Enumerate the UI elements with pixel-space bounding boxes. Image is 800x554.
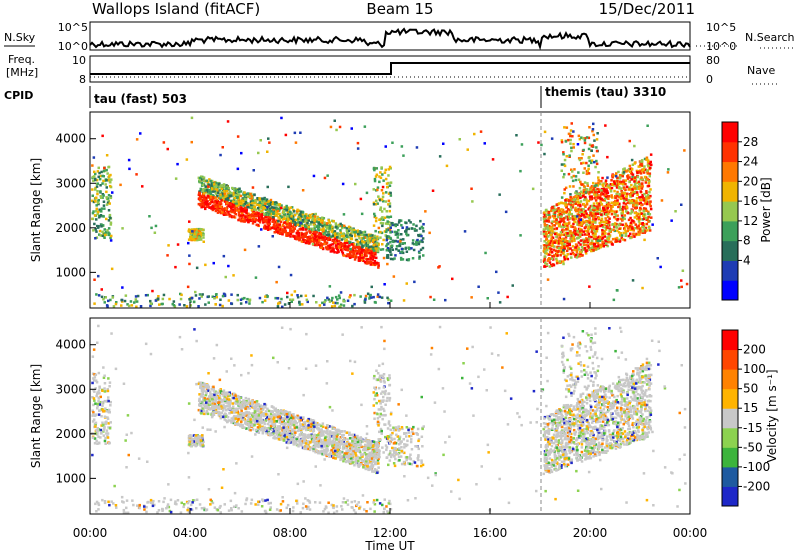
noise-right-tick-bottom: 10^0	[706, 40, 736, 53]
colorbar-swatch	[722, 369, 738, 390]
nave-right-label: Nave	[747, 64, 775, 77]
frequency-left-tick-bottom: 8	[79, 73, 86, 86]
colorbar-swatch	[722, 220, 738, 242]
y-tick-label: 3000	[55, 176, 86, 190]
velocity-colorbar-label: Velocity [m s⁻¹]	[765, 369, 779, 462]
frequency-line	[90, 62, 690, 75]
colorbar-swatch	[722, 408, 738, 429]
cpid-label: CPID	[4, 89, 33, 102]
colorbar-tick-label: 4	[743, 253, 751, 267]
colorbar-swatch	[722, 330, 738, 351]
x-axis-label: Time UT	[364, 539, 415, 553]
y-tick-label: 1000	[55, 265, 86, 279]
header-beam: Beam 15	[366, 0, 433, 18]
y-tick-label: 1000	[55, 471, 86, 485]
x-tick-label: 00:00	[673, 526, 708, 540]
colorbar-swatch	[722, 161, 738, 182]
colorbar-tick-label: 20	[743, 174, 758, 188]
velocity-y-ticks: 1000 2000 3000 4000	[55, 338, 96, 485]
power-data-points	[91, 116, 689, 309]
power-panel: 1000 2000 3000 4000 Slant Range [km] 28 24 20…	[29, 111, 773, 309]
colorbar-swatch	[722, 280, 738, 301]
colorbar-swatch	[722, 201, 738, 222]
colorbar-tick-label: 12	[743, 214, 758, 228]
colorbar-tick-label: 15	[743, 401, 758, 415]
x-tick-label: 08:00	[273, 526, 308, 540]
colorbar-swatch	[722, 466, 738, 487]
colorbar-swatch	[722, 240, 738, 261]
header-date: 15/Dec/2011	[599, 0, 695, 18]
colorbar-tick-label: -100	[743, 460, 770, 474]
noise-strip: N.Sky 10^5 10^0 10^5 10^0 N.Search	[4, 21, 795, 53]
colorbar-tick-label: 24	[743, 155, 758, 169]
colorbar-tick-label: 200	[743, 343, 766, 357]
nave-right-tick-top: 80	[706, 54, 720, 67]
colorbar-tick-label: 50	[743, 382, 758, 396]
velocity-panel: 1000 2000 3000 4000 Slant Range [km] 200 100…	[29, 317, 779, 515]
noise-sky-line	[89, 27, 691, 51]
velocity-data-points	[91, 324, 687, 515]
colorbar-swatch	[722, 260, 738, 281]
power-colorbar-label: Power [dB]	[759, 177, 773, 242]
colorbar-tick-label: 100	[743, 362, 766, 376]
y-tick-label: 3000	[55, 382, 86, 396]
header-site: Wallops Island (fitACF)	[92, 0, 260, 18]
noise-left-label: N.Sky	[4, 31, 36, 44]
colorbar-tick-label: -200	[743, 479, 770, 493]
noise-left-tick-top: 10^5	[58, 21, 88, 34]
colorbar-swatch	[722, 388, 738, 409]
colorbar-tick-label: 16	[743, 194, 758, 208]
colorbar-tick-label: 8	[743, 234, 751, 248]
y-tick-label: 4000	[55, 338, 86, 352]
colorbar-tick-label: -50	[743, 440, 763, 454]
frequency-left-tick-top: 10	[72, 54, 86, 67]
frequency-label-2: [MHz]	[6, 66, 38, 79]
y-tick-label: 2000	[55, 221, 86, 235]
x-tick-label: 04:00	[173, 526, 208, 540]
noise-left-tick-bottom: 10^0	[58, 40, 88, 53]
x-tick-label: 00:00	[73, 526, 108, 540]
colorbar-swatch	[722, 486, 738, 507]
x-tick-label: 16:00	[473, 526, 508, 540]
noise-right-label: N.Search	[745, 31, 795, 44]
cpid-mode-2: themis (tau) 3310	[545, 85, 666, 99]
cpid-strip: CPID tau (fast) 503 themis (tau) 3310	[4, 85, 666, 108]
colorbar-swatch	[722, 447, 738, 468]
colorbar-swatch	[722, 141, 738, 163]
colorbar-tick-label: 28	[743, 135, 758, 149]
x-axis-ticks: 00:00 04:00 08:00 12:00 16:00 20:00 00:00	[73, 302, 708, 540]
colorbar-swatch	[722, 181, 738, 202]
noise-right-tick-top: 10^5	[706, 21, 736, 34]
velocity-ylabel: Slant Range [km]	[29, 364, 43, 468]
x-tick-label: 12:00	[373, 526, 408, 540]
colorbar-tick-label: -15	[743, 421, 763, 435]
nave-right-tick-bottom: 0	[706, 73, 713, 86]
y-tick-label: 4000	[55, 132, 86, 146]
power-ylabel: Slant Range [km]	[29, 158, 43, 262]
power-y-ticks: 1000 2000 3000 4000	[55, 132, 96, 279]
colorbar-swatch	[722, 427, 738, 448]
power-colorbar: 28 24 20 16 12 8 4	[721, 121, 758, 301]
y-tick-label: 2000	[55, 427, 86, 441]
colorbar-swatch	[722, 122, 738, 143]
cpid-mode-1: tau (fast) 503	[94, 92, 187, 106]
frequency-label-1: Freq.	[8, 53, 35, 66]
frequency-strip: Freq. [MHz] 10 8 80 0 Nave	[6, 53, 780, 86]
velocity-colorbar: 200 100 50 15 -15 -50 -100 -200	[721, 329, 770, 507]
x-tick-label: 20:00	[573, 526, 608, 540]
colorbar-swatch	[722, 349, 738, 370]
